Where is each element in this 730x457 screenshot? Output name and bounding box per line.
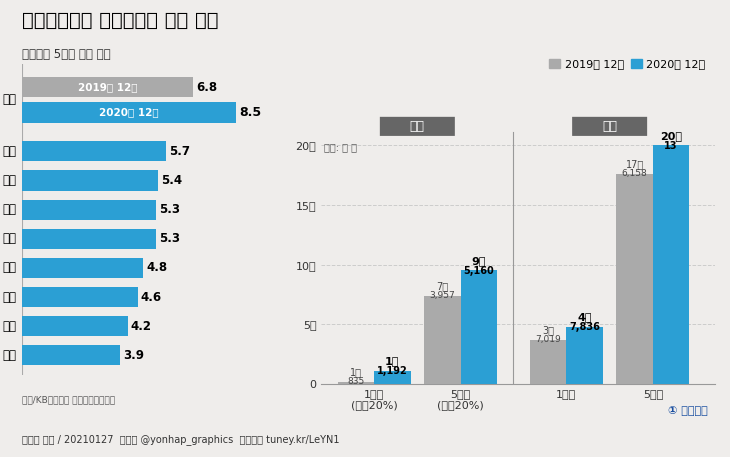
Text: 13: 13 bbox=[664, 141, 678, 151]
Text: 경기: 경기 bbox=[3, 261, 17, 274]
Text: 전국: 전국 bbox=[3, 93, 17, 106]
Text: ① 연합뉴스: ① 연합뉴스 bbox=[669, 406, 708, 416]
Text: 울산: 울산 bbox=[3, 174, 17, 187]
Text: 7억: 7억 bbox=[437, 281, 448, 291]
Text: 1,192: 1,192 bbox=[377, 366, 408, 376]
Text: 아파트값 5분위 배율 현황: 아파트값 5분위 배율 현황 bbox=[22, 48, 110, 61]
Bar bbox=[22, 141, 166, 161]
Text: 인천: 인천 bbox=[3, 349, 17, 362]
Text: 5.3: 5.3 bbox=[158, 203, 180, 216]
Text: 835: 835 bbox=[347, 377, 364, 386]
Text: 4.6: 4.6 bbox=[141, 291, 162, 303]
Bar bbox=[22, 287, 138, 307]
Text: 부산: 부산 bbox=[3, 232, 17, 245]
Text: 5,160: 5,160 bbox=[464, 266, 494, 276]
Bar bbox=[22, 170, 158, 191]
Bar bbox=[337, 382, 374, 384]
Text: 5.3: 5.3 bbox=[158, 232, 180, 245]
Bar bbox=[22, 102, 237, 122]
Bar bbox=[530, 340, 566, 384]
Bar bbox=[22, 200, 155, 220]
Text: 6,158: 6,158 bbox=[622, 169, 648, 178]
Text: 광주: 광주 bbox=[3, 203, 17, 216]
Text: 8.5: 8.5 bbox=[239, 106, 261, 119]
Text: 1억: 1억 bbox=[350, 367, 362, 377]
Bar bbox=[22, 258, 143, 278]
Text: 단위: 만 원: 단위: 만 원 bbox=[324, 142, 357, 152]
Text: 7,836: 7,836 bbox=[569, 322, 600, 332]
Text: 전국: 전국 bbox=[410, 120, 425, 133]
Text: 6.8: 6.8 bbox=[196, 81, 218, 94]
Text: 17억: 17억 bbox=[626, 159, 644, 169]
Legend: 2019년 12월, 2020년 12월: 2019년 12월, 2020년 12월 bbox=[545, 55, 710, 74]
Text: 1억: 1억 bbox=[385, 356, 399, 366]
Text: 대전: 대전 bbox=[3, 145, 17, 158]
Text: 4.8: 4.8 bbox=[146, 261, 167, 274]
Text: 이재윤 기자 / 20210127  트위터 @yonhap_graphics  페이스북 tuney.kr/LeYN1: 이재윤 기자 / 20210127 트위터 @yonhap_graphics 페… bbox=[22, 434, 339, 445]
Text: 4.2: 4.2 bbox=[131, 320, 152, 333]
Text: 2020년 12월: 2020년 12월 bbox=[99, 107, 159, 117]
Text: 대구: 대구 bbox=[3, 291, 17, 303]
Text: 9억: 9억 bbox=[472, 255, 486, 266]
FancyBboxPatch shape bbox=[572, 117, 647, 136]
Bar bbox=[653, 145, 689, 384]
Bar bbox=[616, 174, 653, 384]
Text: 5.4: 5.4 bbox=[161, 174, 182, 187]
Bar bbox=[22, 77, 193, 97]
Bar bbox=[22, 316, 128, 336]
Text: 자료/KB국민은행 월간주택가격동향: 자료/KB국민은행 월간주택가격동향 bbox=[22, 395, 115, 404]
Text: 7,019: 7,019 bbox=[535, 335, 561, 344]
Bar bbox=[566, 327, 603, 384]
Bar bbox=[374, 371, 410, 384]
Bar bbox=[461, 271, 497, 384]
Text: 3,957: 3,957 bbox=[429, 291, 456, 300]
Text: 고가아파트와 저가아파트 가격 격차: 고가아파트와 저가아파트 가격 격차 bbox=[22, 11, 218, 31]
Text: 서울: 서울 bbox=[602, 120, 617, 133]
FancyBboxPatch shape bbox=[380, 117, 455, 136]
Text: 5.7: 5.7 bbox=[169, 145, 190, 158]
Text: 서울: 서울 bbox=[3, 320, 17, 333]
Text: 2019년 12월: 2019년 12월 bbox=[78, 82, 137, 92]
Text: 4억: 4억 bbox=[577, 312, 592, 322]
Text: 3.9: 3.9 bbox=[123, 349, 145, 362]
Text: 3억: 3억 bbox=[542, 325, 554, 335]
Text: 20억: 20억 bbox=[660, 131, 682, 141]
Bar bbox=[22, 345, 120, 366]
Bar bbox=[22, 228, 155, 249]
Bar bbox=[424, 296, 461, 384]
